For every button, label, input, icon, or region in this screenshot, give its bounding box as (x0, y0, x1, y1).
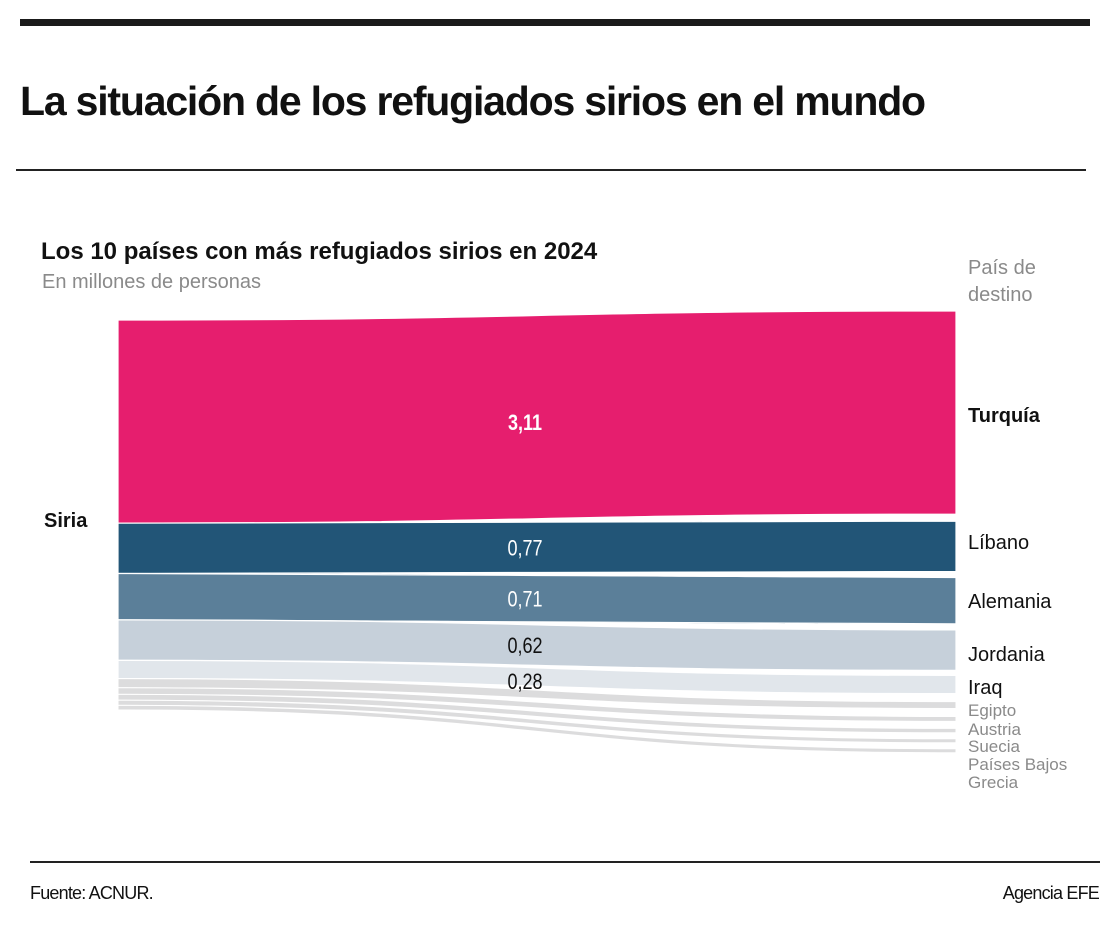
target-label-egipto: Egipto (968, 701, 1016, 720)
footer-source: Fuente: ACNUR. (30, 883, 154, 903)
destination-header: País de destino (968, 257, 1036, 306)
flow-group (117, 310, 957, 754)
flow-band-paises-bajos (117, 699, 957, 744)
target-label-alemania: Alemania (968, 591, 1052, 613)
title-divider (16, 169, 1086, 171)
flow-band-libano (117, 520, 957, 575)
flow-band-grecia (117, 704, 957, 754)
value-label-iraq: 0,28 (507, 670, 542, 694)
value-label-alemania: 0,71 (507, 588, 542, 612)
target-label-iraq: Iraq (968, 677, 1002, 699)
flow-band-austria (117, 687, 957, 722)
flow-band-alemania (117, 572, 957, 625)
target-label-suecia: Suecia (968, 737, 1021, 756)
value-label-jordania: 0,62 (507, 635, 542, 659)
chart-title: Los 10 países con más refugiados sirios … (41, 238, 598, 265)
page-title: La situación de los refugiados sirios en… (20, 78, 926, 124)
target-label-group: Turquía Líbano Alemania Jordania Iraq EgiptoA… (968, 405, 1067, 792)
value-label-libano: 0,77 (507, 537, 542, 561)
target-label-paises-bajos: Países Bajos (968, 755, 1067, 774)
flow-band-jordania (117, 619, 957, 671)
source-node-label: Siria (44, 510, 88, 532)
flow-band-iraq (117, 659, 957, 695)
flow-band-suecia (117, 693, 957, 734)
target-label-austria: Austria (968, 720, 1021, 739)
value-label-turquia: 3,11 (508, 411, 542, 435)
target-label-libano: Líbano (968, 532, 1029, 554)
target-label-turquia: Turquía (968, 405, 1041, 427)
footer-divider (30, 861, 1100, 863)
value-label-group: 3,11 0,77 0,71 0,62 0,28 (507, 411, 542, 694)
target-label-grecia: Grecia (968, 773, 1019, 792)
target-label-jordania: Jordania (968, 644, 1046, 666)
flow-band-turquia (117, 310, 957, 524)
top-rule (20, 19, 1090, 26)
flow-band-egipto (117, 678, 957, 710)
chart-subtitle: En millones de personas (42, 271, 262, 293)
footer-agency: Agencia EFE (1002, 883, 1100, 903)
